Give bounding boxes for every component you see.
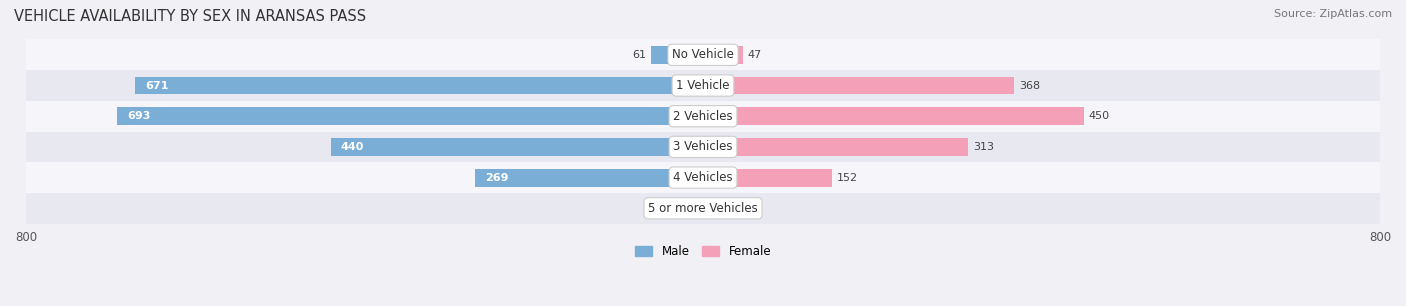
Text: No Vehicle: No Vehicle bbox=[672, 48, 734, 61]
Text: 3 Vehicles: 3 Vehicles bbox=[673, 140, 733, 153]
Bar bbox=[27, 132, 1379, 162]
Text: 18: 18 bbox=[669, 203, 683, 213]
Text: 1 Vehicle: 1 Vehicle bbox=[676, 79, 730, 92]
Text: 2 Vehicles: 2 Vehicles bbox=[673, 110, 733, 123]
Text: 5 or more Vehicles: 5 or more Vehicles bbox=[648, 202, 758, 215]
Text: 152: 152 bbox=[837, 173, 858, 183]
Bar bbox=[27, 70, 1379, 101]
Bar bbox=[688, 200, 703, 217]
Bar bbox=[703, 169, 831, 186]
Text: 313: 313 bbox=[973, 142, 994, 152]
Bar bbox=[27, 101, 1379, 132]
Legend: Male, Female: Male, Female bbox=[630, 240, 776, 263]
Bar bbox=[27, 162, 1379, 193]
Bar bbox=[703, 46, 742, 64]
Text: 440: 440 bbox=[340, 142, 364, 152]
Text: 47: 47 bbox=[748, 50, 762, 60]
Bar bbox=[330, 138, 703, 156]
Bar bbox=[703, 138, 967, 156]
Bar bbox=[475, 169, 703, 186]
Bar bbox=[135, 76, 703, 95]
Text: 450: 450 bbox=[1088, 111, 1109, 121]
Bar bbox=[117, 107, 703, 125]
Text: 269: 269 bbox=[485, 173, 509, 183]
Bar bbox=[703, 76, 1014, 95]
Text: 7: 7 bbox=[714, 203, 721, 213]
Bar bbox=[651, 46, 703, 64]
Bar bbox=[703, 200, 709, 217]
Text: 61: 61 bbox=[633, 50, 647, 60]
Text: Source: ZipAtlas.com: Source: ZipAtlas.com bbox=[1274, 9, 1392, 19]
Text: VEHICLE AVAILABILITY BY SEX IN ARANSAS PASS: VEHICLE AVAILABILITY BY SEX IN ARANSAS P… bbox=[14, 9, 366, 24]
Text: 671: 671 bbox=[145, 80, 169, 91]
Text: 4 Vehicles: 4 Vehicles bbox=[673, 171, 733, 184]
Bar bbox=[27, 193, 1379, 224]
Bar bbox=[27, 39, 1379, 70]
Bar bbox=[703, 107, 1084, 125]
Text: 693: 693 bbox=[127, 111, 150, 121]
Text: 368: 368 bbox=[1019, 80, 1040, 91]
